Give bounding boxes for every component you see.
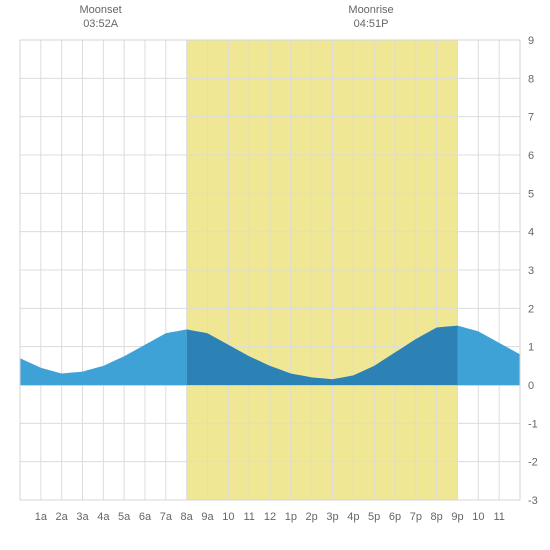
y-tick-label: 0 xyxy=(528,380,534,392)
tide-chart: Moonset 03:52A Moonrise 04:51P -3-2-1012… xyxy=(0,0,550,550)
y-tick-label: -1 xyxy=(528,418,538,430)
x-tick-label: 5a xyxy=(118,511,131,523)
y-tick-label: 6 xyxy=(528,150,534,162)
y-tick-label: 7 xyxy=(528,112,534,124)
tide-night2 xyxy=(458,326,521,385)
y-tick-label: 9 xyxy=(528,35,534,47)
moonrise-label: Moonrise xyxy=(348,4,393,16)
y-tick-label: 3 xyxy=(528,265,534,277)
moonset-label: Moonset xyxy=(80,4,122,16)
x-tick-label: 7p xyxy=(410,511,422,523)
x-tick-label: 3a xyxy=(76,511,89,523)
x-tick-label: 6a xyxy=(139,511,152,523)
x-tick-label: 2a xyxy=(56,511,69,523)
moonset-time: 03:52A xyxy=(83,18,118,30)
x-tick-label: 5p xyxy=(368,511,380,523)
chart-canvas: -3-2-101234567891a2a3a4a5a6a7a8a9a101112… xyxy=(0,0,550,550)
x-tick-label: 1p xyxy=(285,511,297,523)
y-tick-label: 8 xyxy=(528,73,534,85)
x-tick-label: 2p xyxy=(306,511,318,523)
x-tick-label: 11 xyxy=(493,511,504,523)
x-tick-label: 9p xyxy=(451,511,463,523)
y-tick-label: -2 xyxy=(528,457,538,469)
x-tick-label: 4a xyxy=(97,511,110,523)
x-tick-label: 10 xyxy=(222,511,234,523)
x-tick-label: 9a xyxy=(201,511,214,523)
x-tick-label: 4p xyxy=(347,511,359,523)
x-tick-label: 1a xyxy=(35,511,48,523)
x-tick-label: 3p xyxy=(326,511,338,523)
x-tick-label: 12 xyxy=(264,511,276,523)
x-tick-label: 8a xyxy=(181,511,194,523)
moonrise-time: 04:51P xyxy=(354,18,389,30)
x-tick-label: 8p xyxy=(431,511,443,523)
x-tick-label: 7a xyxy=(160,511,173,523)
x-tick-label: 11 xyxy=(243,511,254,523)
y-tick-label: 2 xyxy=(528,303,534,315)
x-tick-label: 6p xyxy=(389,511,401,523)
y-tick-label: 4 xyxy=(528,227,534,239)
x-tick-label: 10 xyxy=(472,511,484,523)
y-tick-label: 1 xyxy=(528,342,534,354)
y-tick-label: 5 xyxy=(528,188,534,200)
y-tick-label: -3 xyxy=(528,495,538,507)
